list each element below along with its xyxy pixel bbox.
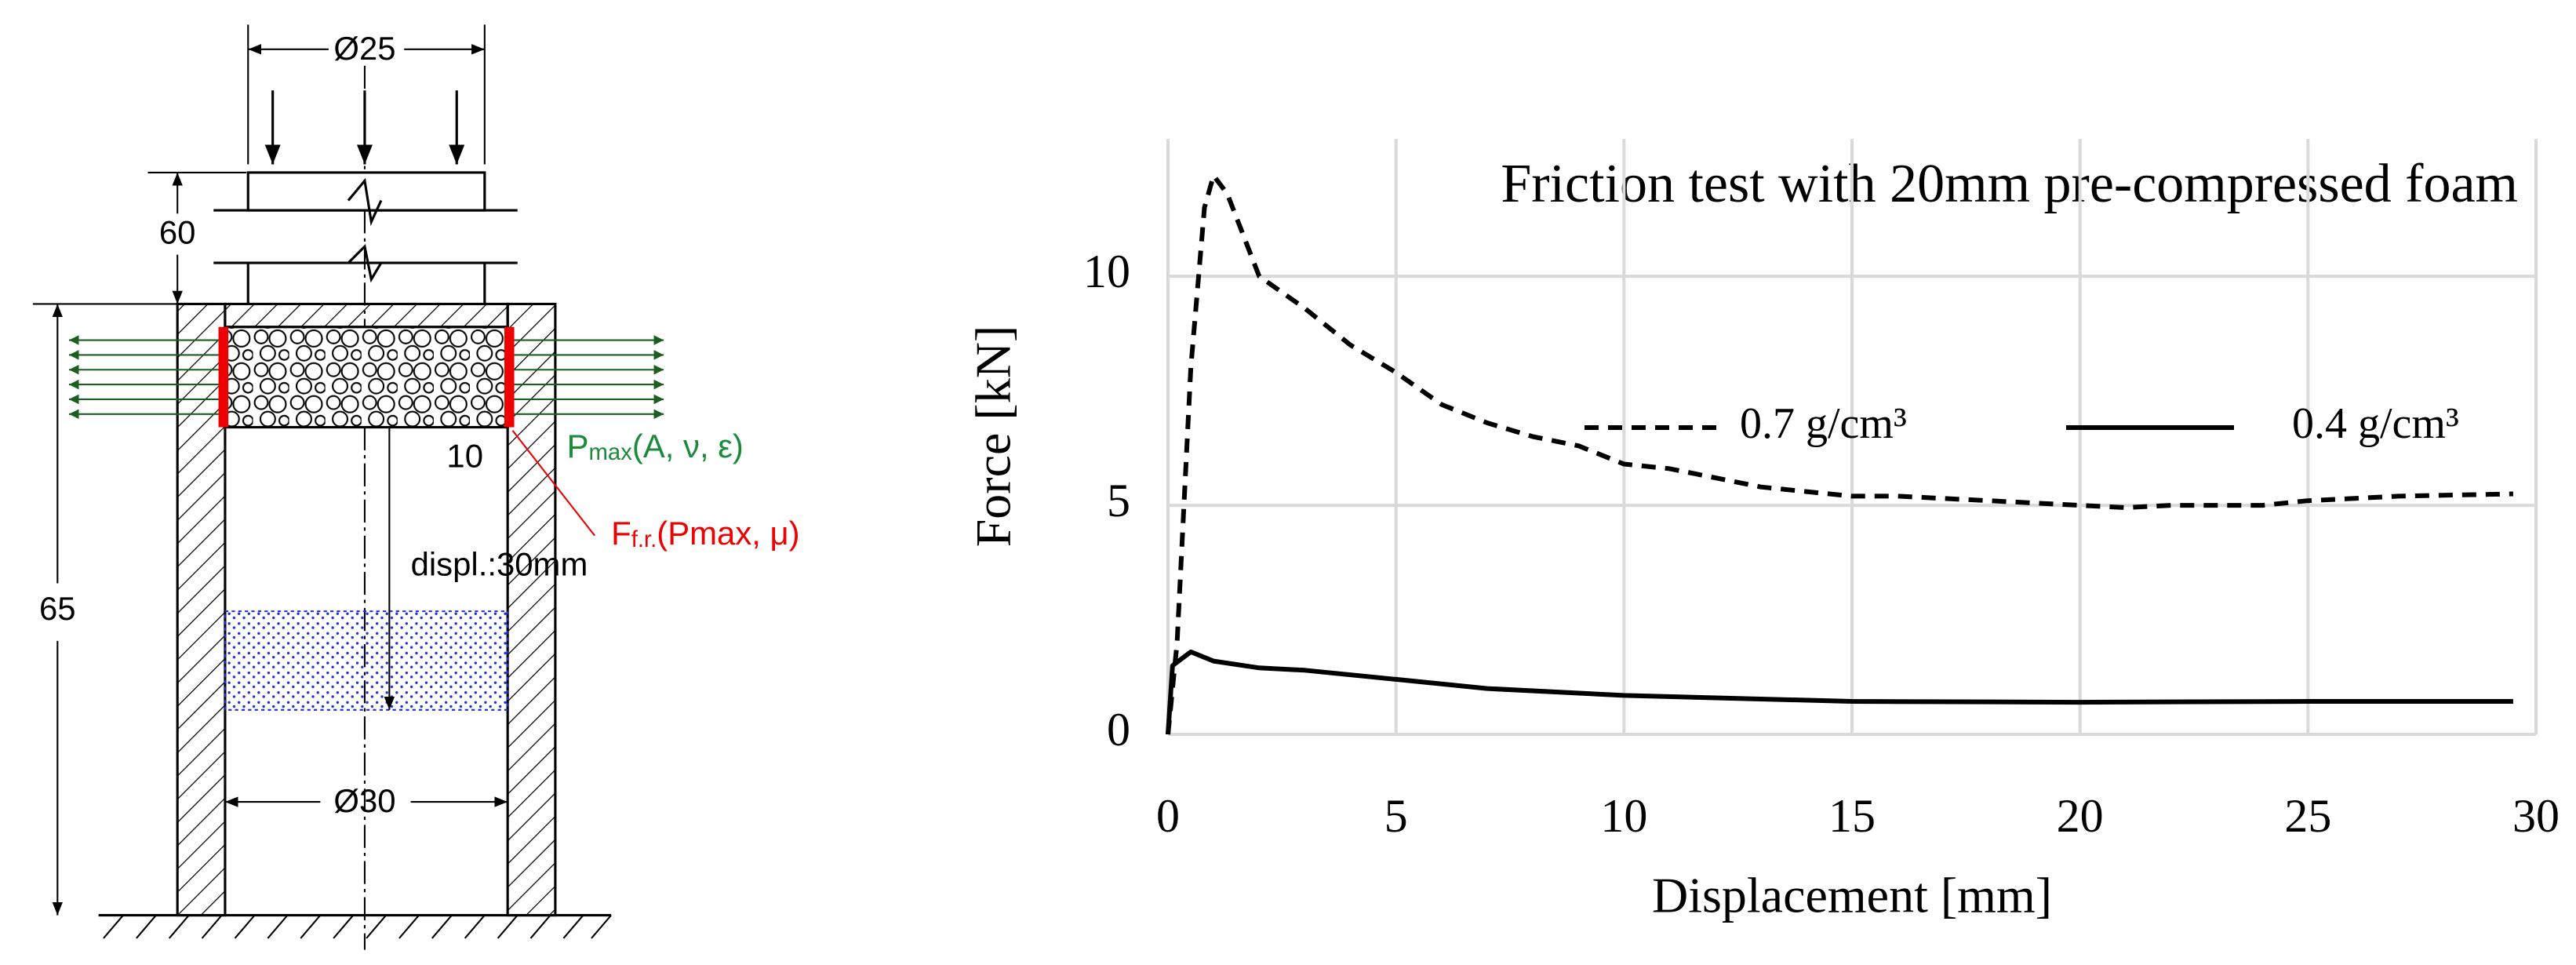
x-tick-label: 25 [2284,790,2331,842]
diagram: Ø25 60 65 10 displ.:30mm Ø30 Pmax(A, ν, … [32,24,800,950]
top-plate [224,302,509,329]
legend-label: 0.7 g/cm³ [1740,399,1907,448]
right-wall [506,302,557,917]
x-tick-label: 5 [1384,790,1408,842]
foam-displaced [224,610,509,711]
symbol: P [567,428,589,464]
x-tick-label: 20 [2057,790,2104,842]
pressure-arrows [68,335,664,420]
series-line [1166,649,2513,735]
punch [213,90,518,304]
y-axis-label: Force [kN] [966,326,1021,548]
subscript: max [589,439,633,465]
chart-title: Friction test with 20mm pre-compressed f… [1501,154,2518,214]
friction-label: Ff.r.(Pmax, μ) [611,515,800,552]
friction-strip [504,326,515,428]
args: (Pmax, μ) [657,515,799,552]
dim-label: Ø30 [333,782,395,819]
dim-label: 10 [446,437,483,474]
subscript: f.r. [631,526,657,552]
dim-label: 60 [159,214,196,251]
x-axis-label: Displacement [mm] [1652,868,2052,923]
x-tick-label: 10 [1600,790,1647,842]
x-tick-label: 30 [2512,790,2560,842]
chart: Friction test with 20mm pre-compressed f… [966,139,2560,923]
symbol: F [611,515,631,552]
foam [224,326,509,429]
dim-label: displ.:30mm [411,546,588,583]
y-tick-label: 0 [1107,704,1130,756]
x-tick-label: 15 [1828,790,1876,842]
y-tick-label: 5 [1107,475,1130,526]
dimensions [32,24,612,939]
series-line [1166,173,2513,735]
x-tick-label: 0 [1156,790,1180,842]
left-wall [176,302,227,917]
pressure-label: Pmax(A, ν, ε) [567,428,744,465]
grid [1166,139,2538,736]
dim-label: 65 [39,590,76,627]
y-tick-label: 10 [1083,246,1130,297]
args: (A, ν, ε) [632,428,744,464]
friction-strip [218,326,229,428]
dim-label: Ø25 [333,30,395,67]
legend-label: 0.4 g/cm³ [2292,399,2459,448]
